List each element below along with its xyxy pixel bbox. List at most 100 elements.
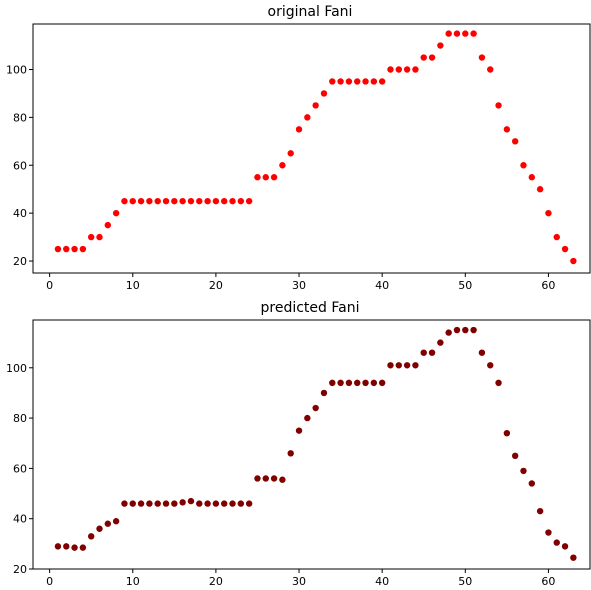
data-point-predicted: [196, 500, 203, 507]
data-point-predicted: [245, 500, 253, 507]
data-point-original: [254, 174, 261, 181]
data-point-predicted: [270, 475, 278, 482]
data-point-original: [212, 197, 220, 205]
data-point-predicted: [495, 379, 502, 387]
data-point-original: [437, 42, 444, 49]
x-tick-label-predicted: 50: [458, 575, 472, 588]
data-point-predicted: [570, 554, 577, 561]
data-point-predicted: [63, 543, 70, 550]
x-tick-label-predicted: 20: [209, 575, 223, 588]
data-point-predicted: [279, 476, 286, 483]
data-point-original: [204, 197, 211, 205]
data-point-original: [520, 162, 527, 169]
data-point-original: [312, 102, 319, 109]
chart-title-predicted: predicted Fani: [261, 300, 360, 316]
data-point-predicted: [254, 475, 261, 482]
data-point-predicted: [79, 544, 87, 551]
data-point-original: [104, 221, 112, 229]
data-point-predicted: [54, 543, 62, 550]
data-point-original: [287, 150, 294, 157]
data-point-original: [270, 174, 278, 181]
x-tick-label-predicted: 30: [292, 575, 306, 588]
data-point-predicted: [171, 500, 178, 507]
data-point-original: [503, 126, 511, 133]
data-point-original: [112, 209, 120, 217]
data-point-predicted: [362, 379, 369, 387]
y-tick-label-original: 20: [13, 255, 27, 268]
data-point-predicted: [437, 339, 444, 346]
data-point-predicted: [129, 500, 136, 507]
data-point-original: [129, 197, 136, 205]
data-point-predicted: [561, 543, 569, 550]
data-point-original: [337, 78, 344, 85]
y-tick-label-original: 40: [13, 207, 27, 220]
data-point-original: [570, 257, 577, 265]
data-point-original: [545, 209, 552, 217]
data-point-original: [154, 197, 161, 205]
data-point-predicted: [370, 379, 378, 387]
data-point-original: [553, 233, 560, 241]
plot-predicted: predicted Fani 0 10 20 30 40 50 60 20 40 60 80 100: [6, 300, 591, 588]
data-point-predicted: [229, 500, 236, 507]
data-point-original: [295, 126, 303, 133]
data-point-original: [428, 54, 436, 61]
data-point-original: [146, 197, 153, 205]
data-point-original: [345, 78, 353, 85]
y-tick-label-predicted: 20: [13, 563, 27, 576]
data-point-predicted: [453, 326, 461, 334]
data-point-predicted: [470, 326, 477, 334]
x-tick-label-original: 60: [541, 279, 555, 292]
x-tick-label-original: 40: [375, 279, 389, 292]
data-point-original: [71, 245, 78, 253]
data-point-predicted: [162, 500, 170, 507]
data-point-original: [495, 102, 502, 109]
data-point-original: [387, 66, 394, 73]
data-point-predicted: [503, 429, 511, 437]
data-point-original: [63, 245, 70, 253]
data-point-original: [162, 197, 170, 205]
data-point-predicted: [536, 507, 544, 515]
data-point-predicted: [304, 414, 311, 422]
data-point-original: [561, 245, 569, 253]
data-point-original: [279, 162, 286, 169]
data-point-original: [403, 66, 411, 73]
data-point-original: [221, 197, 228, 205]
x-tick-label-original: 10: [126, 279, 140, 292]
data-point-original: [462, 30, 469, 37]
data-point-original: [420, 54, 427, 61]
data-point-predicted: [378, 379, 386, 387]
x-tick-label-original: 0: [46, 279, 53, 292]
data-point-predicted: [121, 500, 128, 507]
data-point-original: [528, 174, 536, 181]
data-point-original: [395, 66, 402, 73]
data-point-original: [87, 233, 95, 241]
data-point-original: [320, 90, 328, 97]
y-tick-label-predicted: 80: [13, 412, 27, 425]
data-point-original: [237, 197, 245, 205]
y-tick-label-predicted: 100: [6, 362, 27, 375]
data-point-predicted: [337, 379, 344, 387]
y-tick-label-original: 60: [13, 159, 27, 172]
data-point-original: [487, 66, 494, 73]
data-point-original: [179, 197, 186, 205]
data-point-original: [329, 78, 336, 85]
data-point-predicted: [137, 500, 145, 507]
data-point-predicted: [511, 452, 519, 460]
plot-original: original Fani 0 10 20 30 40 50 60 20 40 60 80 100: [6, 4, 591, 292]
data-point-predicted: [237, 500, 245, 507]
data-point-predicted: [154, 500, 161, 507]
data-point-predicted: [462, 326, 469, 334]
data-point-predicted: [287, 450, 294, 457]
y-tick-label-original: 100: [6, 63, 27, 76]
plot-frame-original: [32, 23, 591, 274]
data-point-original: [196, 197, 203, 205]
data-point-predicted: [420, 349, 427, 356]
data-point-original: [412, 66, 419, 73]
data-point-original: [171, 197, 178, 205]
data-point-predicted: [104, 520, 112, 527]
data-point-predicted: [96, 525, 103, 532]
data-point-predicted: [545, 529, 552, 536]
x-tick-label-predicted: 60: [541, 575, 555, 588]
data-point-predicted: [204, 500, 211, 507]
